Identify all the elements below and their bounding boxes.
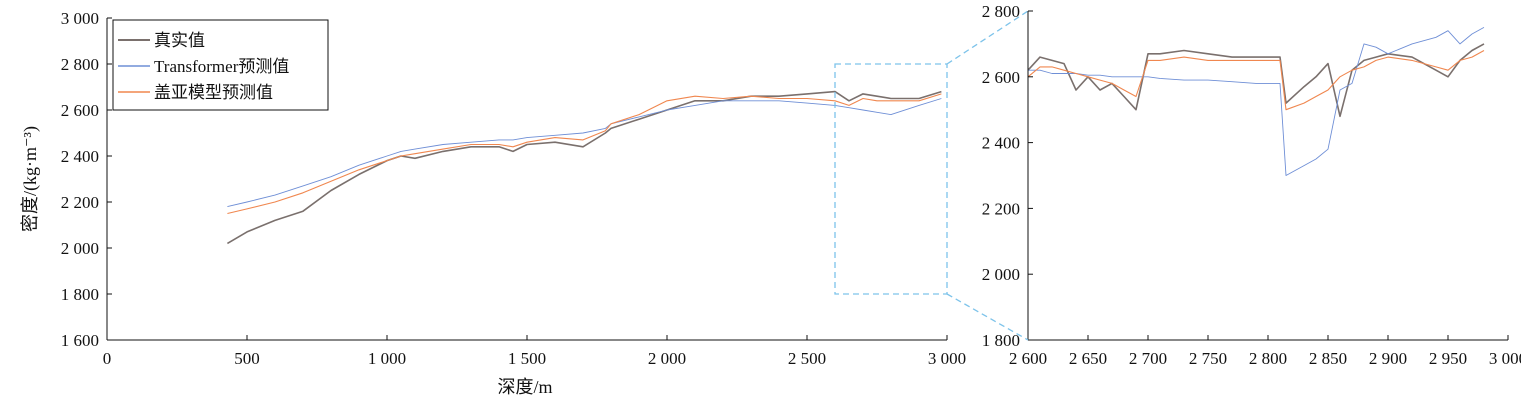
x-tick-label: 0	[103, 349, 112, 368]
x-tick-label: 3 000	[928, 349, 966, 368]
x-tick-label: 2 600	[1009, 349, 1047, 368]
x-tick-label: 2 800	[1249, 349, 1287, 368]
y-tick-label: 2 400	[982, 134, 1020, 153]
x-tick-label: 2 500	[788, 349, 826, 368]
series-line-hybrid	[227, 93, 942, 215]
zoom-connector-bottom	[946, 293, 1029, 341]
y-tick-label: 1 800	[61, 285, 99, 304]
x-tick-label: 1 000	[368, 349, 406, 368]
zoom-connectors	[834, 10, 1029, 341]
y-tick-label: 2 000	[61, 239, 99, 258]
main-chart: 0 500 1 000 1 500 2 000 2 500 3 000 1 600 1 800 2…	[20, 9, 966, 397]
y-tick-label: 1 800	[982, 331, 1020, 350]
series-line-hybrid	[1027, 50, 1485, 111]
y-tick-label: 2 400	[61, 147, 99, 166]
y-tick-label: 2 800	[61, 55, 99, 74]
y-tick-label: 2 200	[61, 193, 99, 212]
zoom-highlight-box	[834, 63, 948, 295]
legend-box	[112, 19, 329, 111]
zoom-chart: 2 600 2 650 2 700 2 750 2 800 2 850 2 900 2 950…	[982, 2, 1521, 368]
series-line-true	[226, 90, 942, 245]
x-tick-label: 2 650	[1069, 349, 1107, 368]
x-tick-label: 2 000	[648, 349, 686, 368]
x-axis-title: 深度/m	[497, 377, 552, 397]
x-tick-label: 1 500	[508, 349, 546, 368]
legend-label-transformer: Transformer预测值	[154, 57, 289, 76]
series-line-transformer	[227, 98, 942, 208]
zoom-connector-top	[946, 10, 1029, 65]
legend-label-true: 真实值	[154, 31, 205, 50]
y-tick-label: 2 600	[982, 68, 1020, 87]
x-tick-label: 2 850	[1309, 349, 1347, 368]
x-tick-label: 500	[234, 349, 260, 368]
y-tick-label: 2 000	[982, 265, 1020, 284]
x-tick-label: 2 700	[1129, 349, 1167, 368]
series-line-transformer	[1028, 27, 1485, 176]
y-tick-label: 2 200	[982, 199, 1020, 218]
legend-label-hybrid: 盖亚模型预测值	[154, 83, 273, 102]
x-tick-label: 2 900	[1369, 349, 1407, 368]
series-line-true	[1027, 43, 1485, 118]
y-axis-title: 密度/(kg·m⁻³)	[20, 126, 41, 232]
x-tick-label: 2 750	[1189, 349, 1227, 368]
y-tick-label: 2 600	[61, 101, 99, 120]
x-tick-label: 2 950	[1429, 349, 1467, 368]
y-tick-label: 1 600	[61, 331, 99, 350]
y-tick-label: 3 000	[61, 9, 99, 28]
x-tick-label: 3 000	[1489, 349, 1521, 368]
y-tick-label: 2 800	[982, 2, 1020, 21]
